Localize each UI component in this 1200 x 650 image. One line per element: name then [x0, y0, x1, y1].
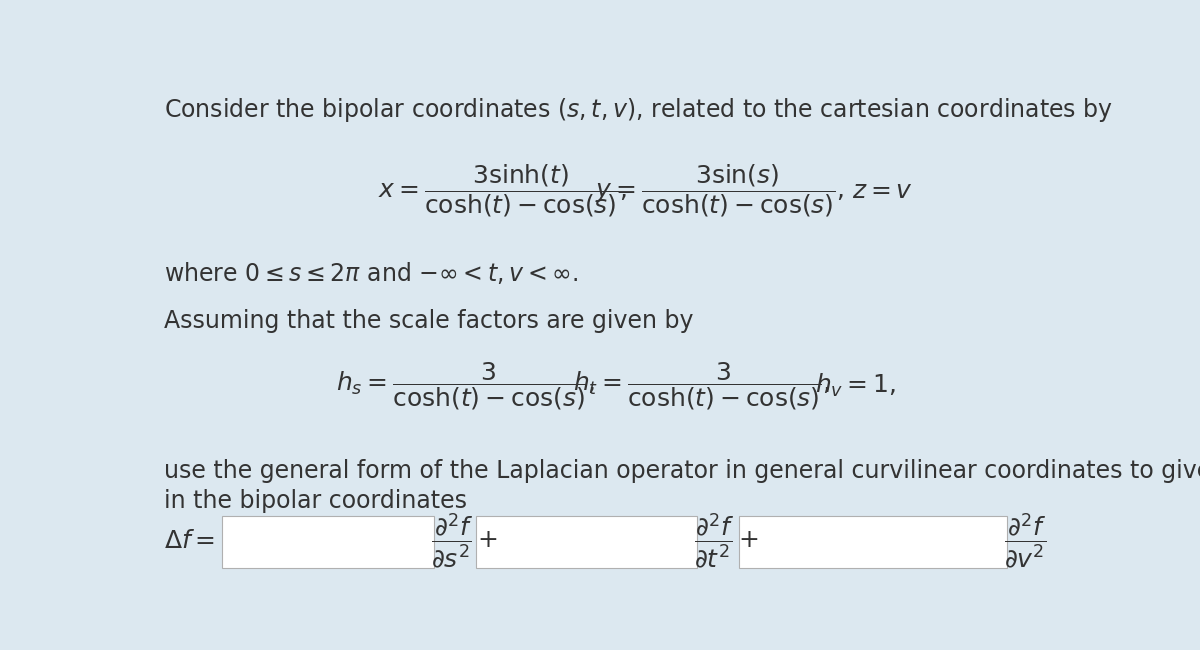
FancyBboxPatch shape	[739, 516, 1007, 569]
Text: use the general form of the Laplacian operator in general curvilinear coordinate: use the general form of the Laplacian op…	[164, 459, 1200, 483]
Text: where $0 \leq s \leq 2\pi$ and $-\infty < t, v < \infty.$: where $0 \leq s \leq 2\pi$ and $-\infty …	[164, 260, 578, 286]
Text: $z = v$: $z = v$	[852, 179, 913, 203]
Text: Assuming that the scale factors are given by: Assuming that the scale factors are give…	[164, 309, 694, 333]
Text: $h_t = \dfrac{3}{\cosh(t) - \cos(s)},$: $h_t = \dfrac{3}{\cosh(t) - \cos(s)},$	[574, 360, 830, 411]
Text: $h_s = \dfrac{3}{\cosh(t) - \cos(s)},$: $h_s = \dfrac{3}{\cosh(t) - \cos(s)},$	[336, 360, 595, 411]
Text: $y = \dfrac{3\sin(s)}{\cosh(t) - \cos(s)},$: $y = \dfrac{3\sin(s)}{\cosh(t) - \cos(s)…	[594, 162, 844, 219]
Text: $\dfrac{\partial^2 f}{\partial t^2}+$: $\dfrac{\partial^2 f}{\partial t^2}+$	[694, 512, 758, 570]
Text: $\dfrac{\partial^2 f}{\partial v^2}$: $\dfrac{\partial^2 f}{\partial v^2}$	[1003, 512, 1046, 570]
Text: $h_v = 1,$: $h_v = 1,$	[815, 372, 896, 399]
Text: $x = \dfrac{3\sinh(t)}{\cosh(t) - \cos(s)},$: $x = \dfrac{3\sinh(t)}{\cosh(t) - \cos(s…	[378, 162, 628, 219]
Text: $\dfrac{\partial^2 f}{\partial s^2}+$: $\dfrac{\partial^2 f}{\partial s^2}+$	[431, 512, 498, 570]
FancyBboxPatch shape	[222, 516, 433, 569]
FancyBboxPatch shape	[475, 516, 697, 569]
Text: Consider the bipolar coordinates $(s, t, v)$, related to the cartesian coordinat: Consider the bipolar coordinates $(s, t,…	[164, 96, 1112, 124]
Text: in the bipolar coordinates: in the bipolar coordinates	[164, 489, 467, 513]
Text: $\Delta f =$: $\Delta f =$	[164, 529, 215, 553]
